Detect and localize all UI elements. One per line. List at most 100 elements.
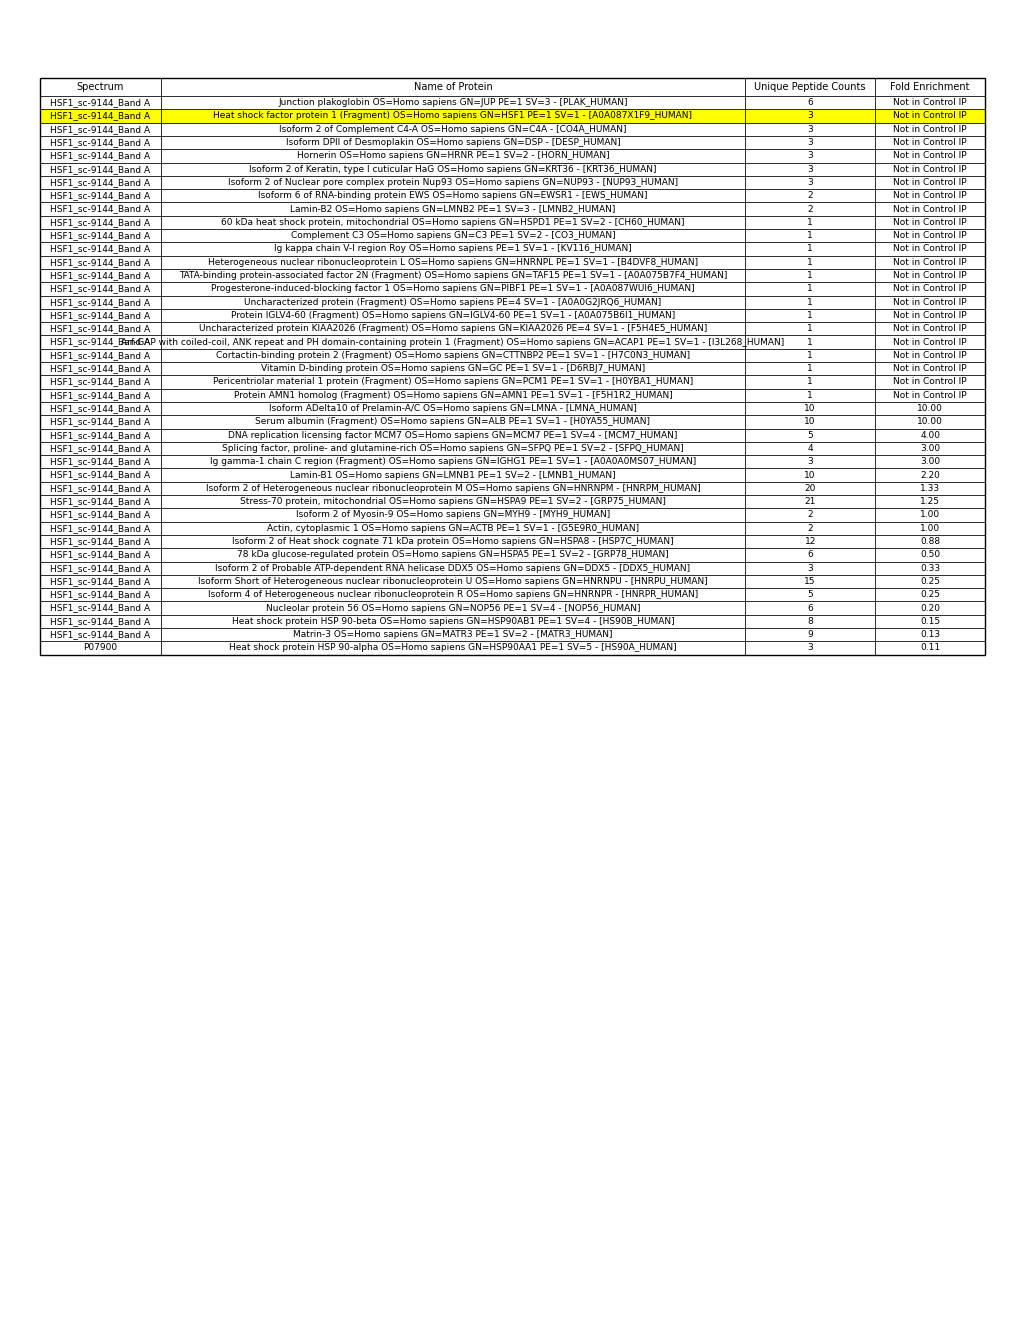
Text: 1: 1 <box>806 364 812 374</box>
Bar <box>161 110 744 123</box>
Text: 5: 5 <box>806 430 812 440</box>
Text: 3: 3 <box>806 564 812 573</box>
Bar <box>161 136 744 149</box>
Bar <box>40 78 161 96</box>
Bar <box>874 375 984 388</box>
Text: Not in Control IP: Not in Control IP <box>893 152 966 160</box>
Bar <box>40 416 161 429</box>
Bar <box>874 348 984 362</box>
Bar <box>40 495 161 508</box>
Text: 2: 2 <box>807 511 812 520</box>
Bar <box>744 110 874 123</box>
Text: HSF1_sc-9144_Band A: HSF1_sc-9144_Band A <box>50 603 151 612</box>
Text: Not in Control IP: Not in Control IP <box>893 284 966 293</box>
Bar <box>161 176 744 189</box>
Text: 1: 1 <box>806 257 812 267</box>
Text: Not in Control IP: Not in Control IP <box>893 205 966 214</box>
Text: Junction plakoglobin OS=Homo sapiens GN=JUP PE=1 SV=3 - [PLAK_HUMAN]: Junction plakoglobin OS=Homo sapiens GN=… <box>278 98 627 107</box>
Bar <box>40 215 161 228</box>
Text: HSF1_sc-9144_Band A: HSF1_sc-9144_Band A <box>50 630 151 639</box>
Bar <box>874 615 984 628</box>
Text: 0.33: 0.33 <box>919 564 940 573</box>
Text: Isoform 4 of Heterogeneous nuclear ribonucleoprotein R OS=Homo sapiens GN=HNRNPR: Isoform 4 of Heterogeneous nuclear ribon… <box>208 590 697 599</box>
Bar <box>40 162 161 176</box>
Bar <box>874 482 984 495</box>
Text: 0.25: 0.25 <box>919 577 940 586</box>
Text: 2.20: 2.20 <box>919 470 940 479</box>
Text: Not in Control IP: Not in Control IP <box>893 98 966 107</box>
Bar <box>744 482 874 495</box>
Text: 1.00: 1.00 <box>919 524 940 533</box>
Bar <box>874 548 984 561</box>
Bar <box>161 388 744 401</box>
Text: TATA-binding protein-associated factor 2N (Fragment) OS=Homo sapiens GN=TAF15 PE: TATA-binding protein-associated factor 2… <box>178 271 727 280</box>
Text: Not in Control IP: Not in Control IP <box>893 338 966 347</box>
Bar <box>744 269 874 282</box>
Bar <box>744 123 874 136</box>
Text: Not in Control IP: Not in Control IP <box>893 378 966 387</box>
Bar <box>874 535 984 548</box>
Bar <box>40 176 161 189</box>
Text: 2: 2 <box>807 191 812 201</box>
Bar <box>874 149 984 162</box>
Text: Not in Control IP: Not in Control IP <box>893 391 966 400</box>
Text: 8: 8 <box>806 616 812 626</box>
Text: HSF1_sc-9144_Band A: HSF1_sc-9144_Band A <box>50 297 151 306</box>
Text: Isoform 2 of Heterogeneous nuclear ribonucleoprotein M OS=Homo sapiens GN=HNRNPM: Isoform 2 of Heterogeneous nuclear ribon… <box>206 484 700 492</box>
Text: 0.11: 0.11 <box>919 643 940 652</box>
Bar <box>161 642 744 655</box>
Text: Name of Protein: Name of Protein <box>413 82 492 92</box>
Bar <box>744 228 874 243</box>
Bar <box>874 96 984 110</box>
Bar <box>874 243 984 256</box>
Bar <box>874 401 984 416</box>
Bar <box>874 362 984 375</box>
Text: HSF1_sc-9144_Band A: HSF1_sc-9144_Band A <box>50 338 151 347</box>
Text: Nucleolar protein 56 OS=Homo sapiens GN=NOP56 PE=1 SV=4 - [NOP56_HUMAN]: Nucleolar protein 56 OS=Homo sapiens GN=… <box>266 603 640 612</box>
Bar <box>744 574 874 589</box>
Text: HSF1_sc-9144_Band A: HSF1_sc-9144_Band A <box>50 457 151 466</box>
Bar <box>40 482 161 495</box>
Bar <box>161 401 744 416</box>
Text: Heat shock protein HSP 90-alpha OS=Homo sapiens GN=HSP90AA1 PE=1 SV=5 - [HS90A_H: Heat shock protein HSP 90-alpha OS=Homo … <box>229 643 677 652</box>
Bar <box>40 348 161 362</box>
Text: Heat shock factor protein 1 (Fragment) OS=Homo sapiens GN=HSF1 PE=1 SV=1 - [A0A0: Heat shock factor protein 1 (Fragment) O… <box>213 111 692 120</box>
Text: Complement C3 OS=Homo sapiens GN=C3 PE=1 SV=2 - [CO3_HUMAN]: Complement C3 OS=Homo sapiens GN=C3 PE=1… <box>290 231 614 240</box>
Text: HSF1_sc-9144_Band A: HSF1_sc-9144_Band A <box>50 98 151 107</box>
Bar <box>161 508 744 521</box>
Bar <box>40 455 161 469</box>
Bar <box>874 388 984 401</box>
Bar <box>161 628 744 642</box>
Bar <box>161 375 744 388</box>
Text: 1.33: 1.33 <box>919 484 940 492</box>
Bar <box>874 521 984 535</box>
Bar <box>161 322 744 335</box>
Bar <box>161 335 744 348</box>
Bar <box>161 521 744 535</box>
Bar <box>744 429 874 442</box>
Text: 9: 9 <box>806 630 812 639</box>
Text: 1: 1 <box>806 297 812 306</box>
Text: 3: 3 <box>806 152 812 160</box>
Bar <box>874 189 984 202</box>
Text: 10.00: 10.00 <box>916 404 943 413</box>
Bar <box>874 162 984 176</box>
Text: Isoform Short of Heterogeneous nuclear ribonucleoprotein U OS=Homo sapiens GN=HN: Isoform Short of Heterogeneous nuclear r… <box>198 577 707 586</box>
Bar <box>744 243 874 256</box>
Text: 78 kDa glucose-regulated protein OS=Homo sapiens GN=HSPA5 PE=1 SV=2 - [GRP78_HUM: 78 kDa glucose-regulated protein OS=Homo… <box>236 550 668 560</box>
Bar <box>40 282 161 296</box>
Bar <box>744 149 874 162</box>
Text: Hornerin OS=Homo sapiens GN=HRNR PE=1 SV=2 - [HORN_HUMAN]: Hornerin OS=Homo sapiens GN=HRNR PE=1 SV… <box>297 152 608 160</box>
Text: Not in Control IP: Not in Control IP <box>893 111 966 120</box>
Text: Not in Control IP: Not in Control IP <box>893 165 966 174</box>
Bar <box>161 296 744 309</box>
Bar <box>40 561 161 574</box>
Bar <box>40 78 984 655</box>
Bar <box>744 628 874 642</box>
Text: Uncharacterized protein (Fragment) OS=Homo sapiens PE=4 SV=1 - [A0A0G2JRQ6_HUMAN: Uncharacterized protein (Fragment) OS=Ho… <box>245 297 661 306</box>
Bar <box>161 269 744 282</box>
Text: HSF1_sc-9144_Band A: HSF1_sc-9144_Band A <box>50 364 151 374</box>
Text: 1: 1 <box>806 271 812 280</box>
Bar <box>40 469 161 482</box>
Bar <box>744 521 874 535</box>
